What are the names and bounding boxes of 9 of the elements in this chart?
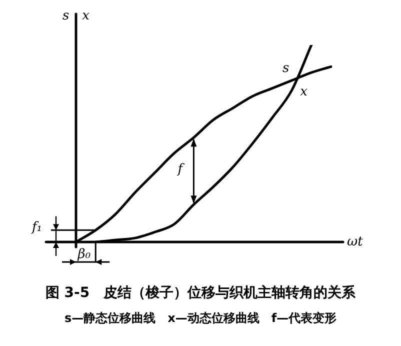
series-label: s	[282, 60, 290, 76]
x-axis-title: ωt	[347, 234, 364, 250]
annotation: f	[178, 162, 182, 178]
y-axis-title: s x	[62, 8, 90, 24]
series-label: x	[300, 84, 308, 100]
text: s—静态位移曲线 x—动态位移曲线 f—代表变形	[63, 310, 338, 327]
text: β₀	[78, 247, 91, 262]
text: f₁	[32, 220, 42, 236]
text: 图 3-5 皮结（梭子）位移与织机主轴转角的关系	[44, 284, 357, 302]
